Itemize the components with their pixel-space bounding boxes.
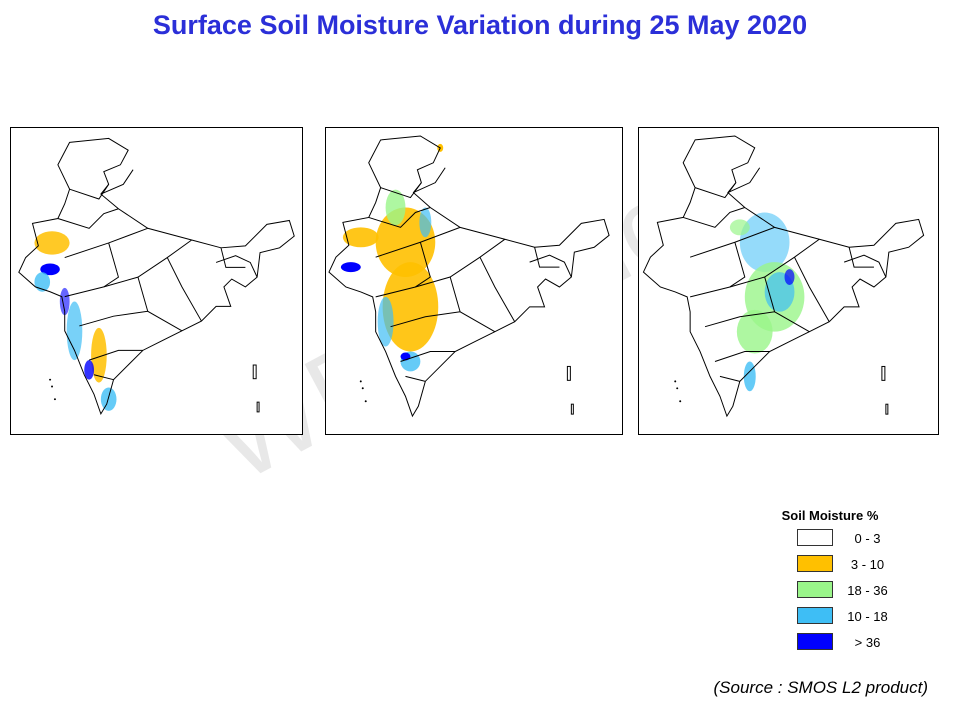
legend-swatch xyxy=(797,607,833,624)
legend-item: 10 - 18 xyxy=(760,603,910,627)
map-panel-1 xyxy=(10,127,303,435)
legend-label: > 36 xyxy=(854,635,881,650)
moisture-overlay-1 xyxy=(34,231,117,411)
islands-1 xyxy=(49,364,260,413)
india-outline-3 xyxy=(642,135,925,418)
islands-3 xyxy=(674,365,889,415)
islands-2 xyxy=(359,365,574,415)
legend-label: 0 - 3 xyxy=(854,531,881,546)
legend-swatch xyxy=(797,529,833,546)
page-title: Surface Soil Moisture Variation during 2… xyxy=(152,10,808,40)
legend-swatch xyxy=(797,555,833,572)
moisture-overlay-2 xyxy=(340,143,444,372)
legend-swatch xyxy=(797,633,833,650)
india-outline-1 xyxy=(18,137,295,415)
legend-item: > 36 xyxy=(760,629,910,653)
india-outline-2 xyxy=(328,135,610,418)
legend-label: 3 - 10 xyxy=(850,557,885,572)
india-map-1 xyxy=(18,137,295,415)
legend-swatch xyxy=(797,581,833,598)
legend-item: 18 - 36 xyxy=(760,577,910,601)
map-panel-3 xyxy=(638,127,939,435)
india-map-2 xyxy=(328,135,610,418)
map-panel-2 xyxy=(325,127,623,435)
source-note: (Source : SMOS L2 product) xyxy=(713,678,928,697)
legend: Soil Moisture % 0 - 3 3 - 10 18 - 36 10 … xyxy=(760,508,910,653)
moisture-overlay-3 xyxy=(729,212,805,392)
india-map-3 xyxy=(642,135,925,418)
legend-title: Soil Moisture % xyxy=(781,508,879,523)
legend-item: 0 - 3 xyxy=(760,525,910,549)
legend-label: 10 - 18 xyxy=(847,609,888,624)
legend-item: 3 - 10 xyxy=(760,551,910,575)
legend-label: 18 - 36 xyxy=(847,583,888,598)
